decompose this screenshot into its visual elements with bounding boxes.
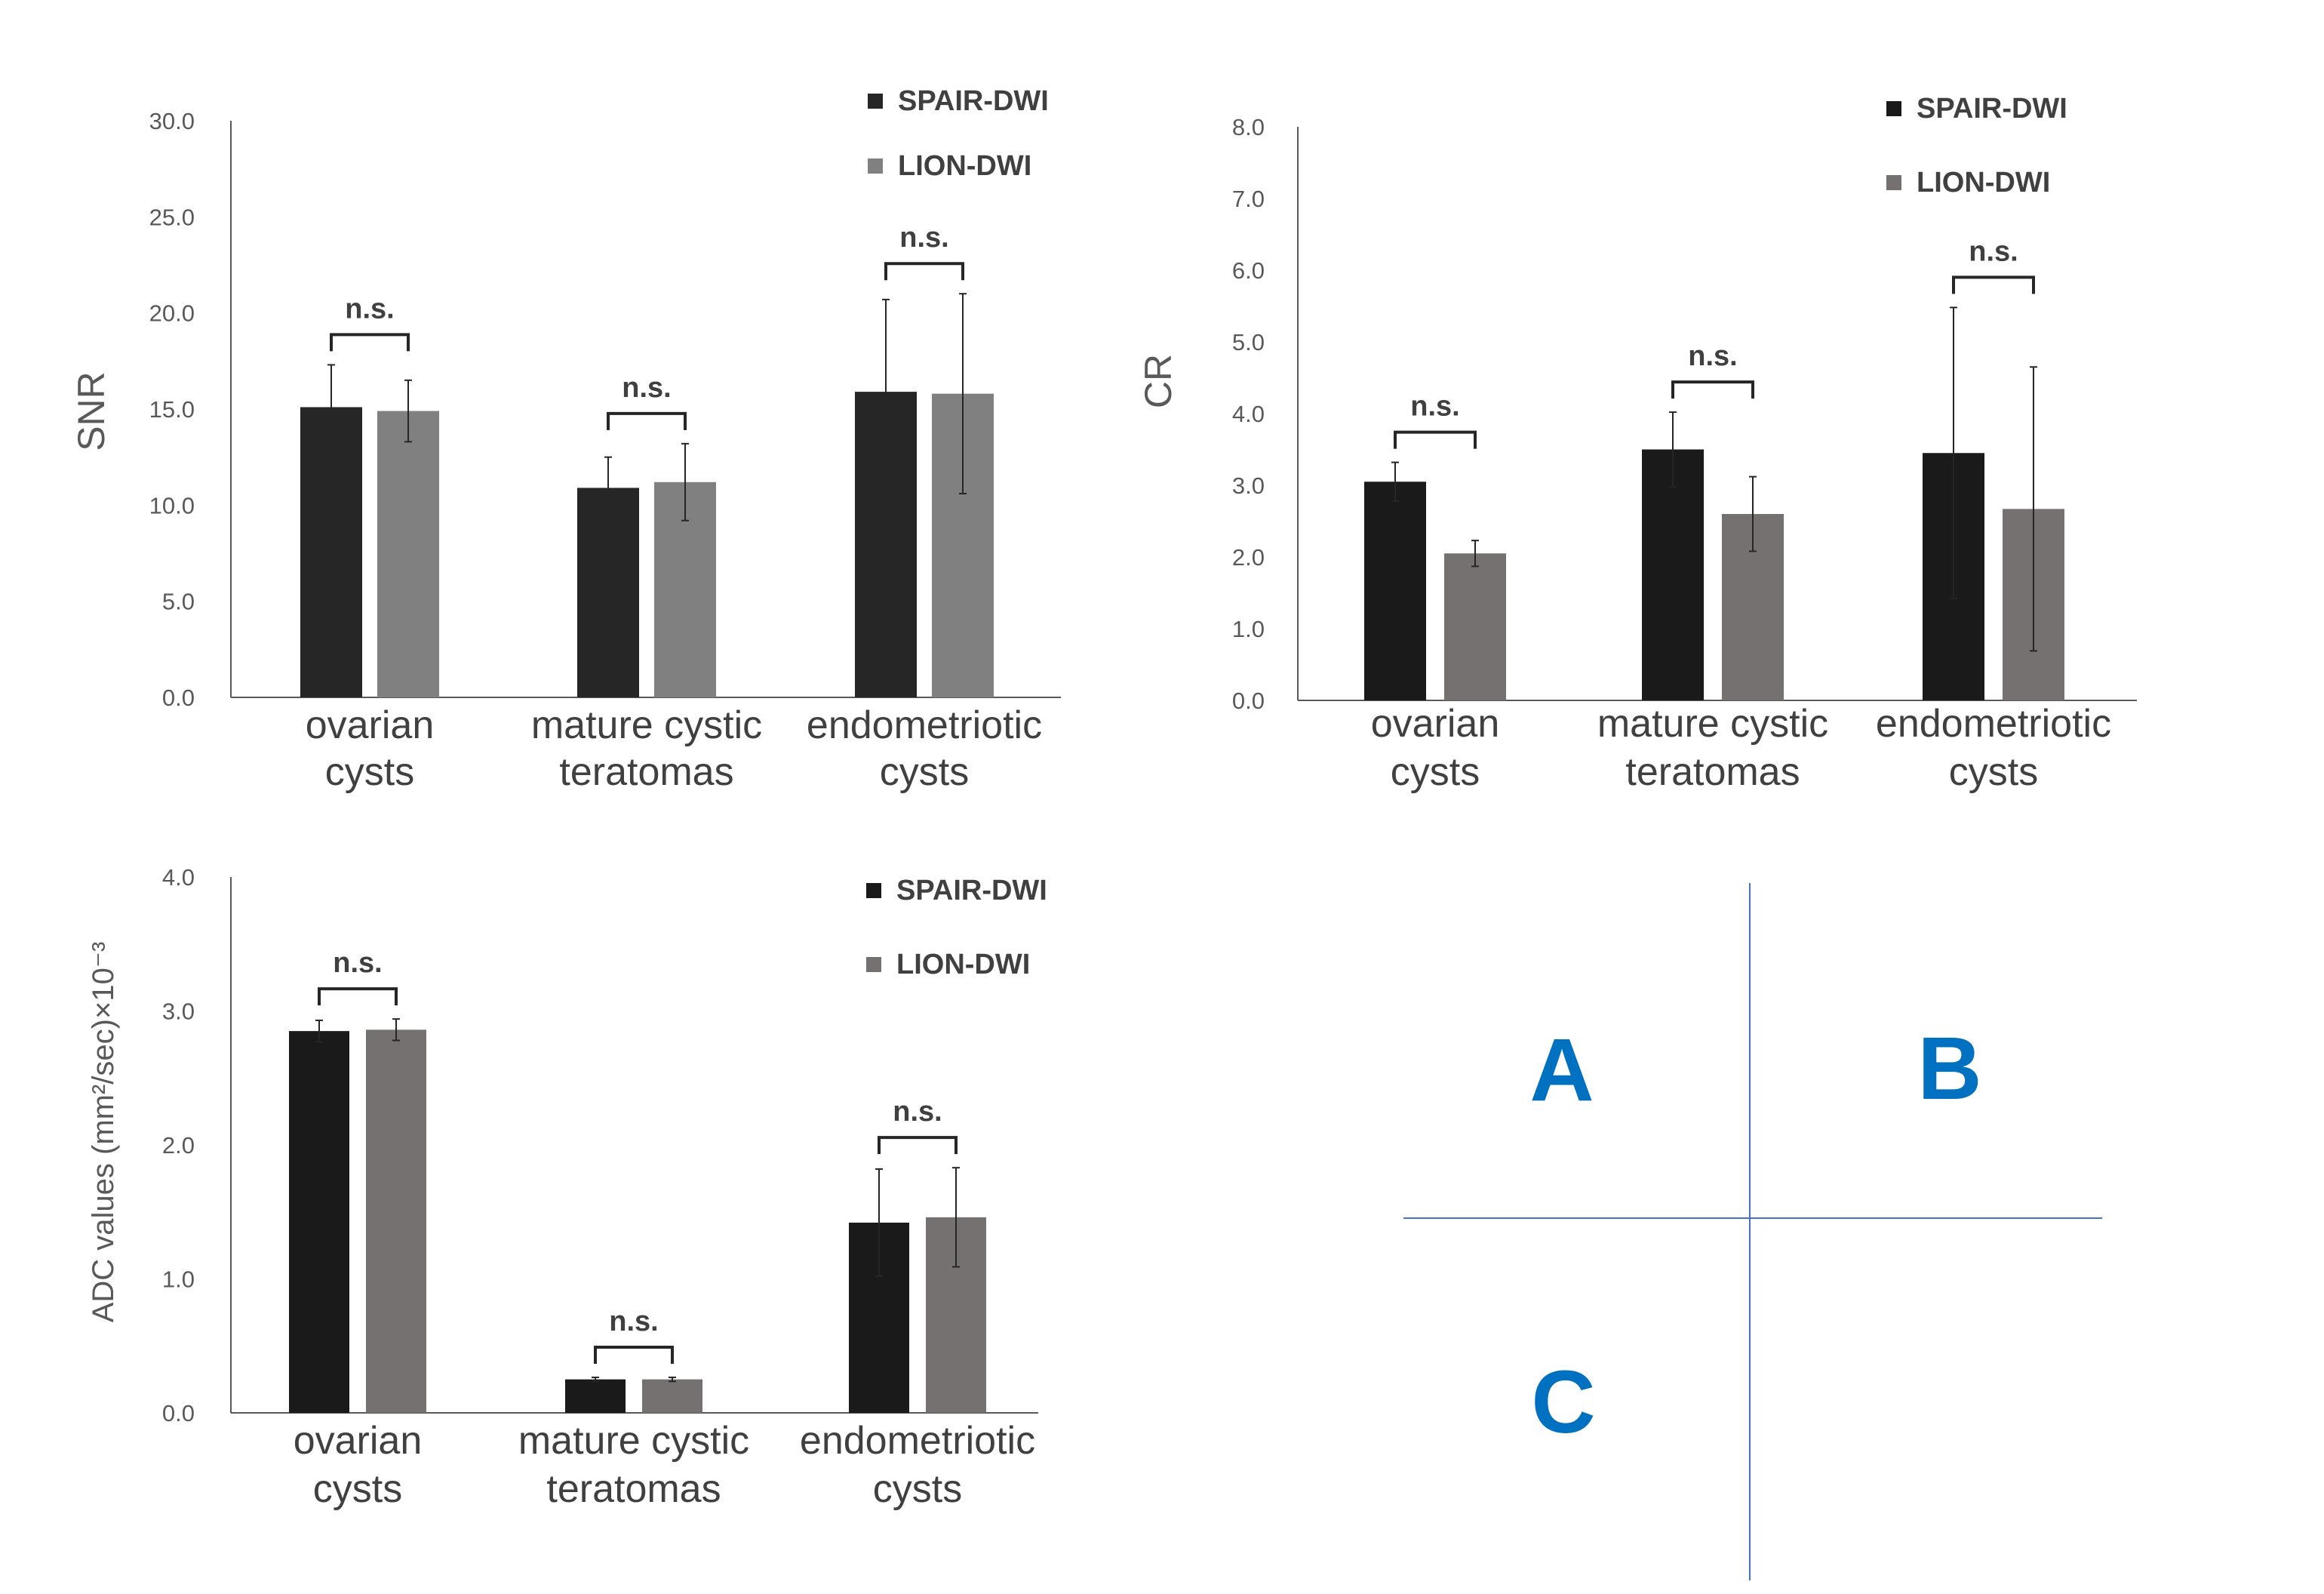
legend-label-lion-dwi: LION-DWI: [896, 949, 1030, 980]
x-category-label: cysts: [313, 1467, 402, 1511]
significance-label: n.s.: [622, 372, 671, 404]
key-letter-b: B: [1917, 1019, 1981, 1119]
y-tick-label: 5.0: [162, 589, 195, 615]
key-letter-a: A: [1529, 1020, 1594, 1120]
legend-label-lion-dwi: LION-DWI: [1917, 167, 2050, 198]
legend-swatch-lion-dwi: [868, 158, 883, 174]
y-tick-label: 30.0: [149, 108, 195, 134]
significance-label: n.s.: [1410, 391, 1459, 423]
y-tick-label: 20.0: [149, 300, 195, 327]
y-axis-title: CR: [1137, 354, 1179, 408]
x-category-label: endometriotic: [800, 1419, 1035, 1463]
bar-lion-dwi-0: [377, 411, 439, 697]
bar-spair-dwi-1: [577, 488, 639, 697]
legend-swatch-lion-dwi: [866, 957, 881, 972]
significance-label: n.s.: [893, 1096, 942, 1128]
y-tick-label: 10.0: [149, 492, 195, 519]
x-category-label: teratomas: [1625, 750, 1800, 794]
legend-label-spair-dwi: SPAIR-DWI: [898, 85, 1049, 117]
y-axis-title: ADC values (mm²/sec)×10⁻³: [87, 942, 120, 1323]
significance-bracket: [594, 1345, 674, 1364]
panel-key: A B C: [1403, 883, 2102, 1580]
y-tick-label: 1.0: [162, 1266, 195, 1293]
x-category-label: teratomas: [546, 1467, 721, 1511]
chart-panel-a: 0.0 5.0 10.0 15.0 20.0 25.0 30.0 SNR n.s. ovarian…: [70, 85, 1061, 794]
significance-label: n.s.: [899, 222, 948, 254]
bar-lion-dwi-0: [366, 1029, 426, 1413]
y-tick-label: 8.0: [1232, 114, 1265, 140]
y-tick-label: 7.0: [1232, 186, 1265, 212]
y-tick-label: 3.0: [1232, 472, 1265, 499]
legend-swatch-spair-dwi: [868, 94, 883, 109]
y-axis-title: SNR: [70, 371, 112, 451]
significance-bracket: [318, 987, 398, 1006]
y-tick-label: 0.0: [1232, 688, 1265, 714]
x-category-label: mature cystic: [1597, 702, 1828, 746]
legend-swatch-lion-dwi: [1886, 175, 1901, 190]
legend-swatch-spair-dwi: [1886, 101, 1901, 116]
x-category-label: ovarian: [1371, 702, 1500, 746]
significance-bracket: [1671, 380, 1754, 399]
significance-bracket: [1394, 430, 1477, 449]
y-tick-label: 25.0: [149, 204, 195, 230]
legend-swatch-spair-dwi: [866, 883, 881, 898]
key-letter-c: C: [1531, 1352, 1595, 1452]
x-category-label: cysts: [1949, 750, 2038, 794]
bar-spair-dwi-0: [289, 1031, 349, 1413]
bar-spair-dwi-0: [1364, 482, 1426, 700]
significance-label: n.s.: [1969, 235, 2018, 267]
x-category-label: cysts: [325, 750, 414, 794]
bar-lion-dwi-1: [642, 1379, 702, 1413]
x-category-label: mature cystic: [531, 703, 762, 747]
x-category-label: endometriotic: [1876, 702, 2111, 746]
significance-label: n.s.: [333, 947, 382, 979]
legend-label-spair-dwi: SPAIR-DWI: [896, 875, 1047, 906]
x-category-label: ovarian: [294, 1419, 423, 1463]
legend-label-lion-dwi: LION-DWI: [898, 150, 1031, 182]
x-category-label: cysts: [880, 750, 969, 794]
y-tick-label: 2.0: [162, 1132, 195, 1159]
x-category-label: endometriotic: [807, 703, 1042, 747]
y-tick-label: 3.0: [162, 999, 195, 1025]
y-tick-label: 4.0: [1232, 401, 1265, 427]
bar-spair-dwi-0: [300, 407, 362, 697]
y-tick-label: 5.0: [1232, 329, 1265, 355]
y-tick-label: 2.0: [1232, 544, 1265, 571]
bar-spair-dwi-1: [565, 1379, 626, 1413]
chart-panel-b: 0.0 1.0 2.0 3.0 4.0 5.0 6.0 7.0 8.0 CR n.s. ovarian…: [1137, 93, 2137, 794]
significance-label: n.s.: [609, 1306, 658, 1337]
legend-label-spair-dwi: SPAIR-DWI: [1917, 93, 2067, 125]
chart-panel-c: 0.0 1.0 2.0 3.0 4.0 ADC values (mm²/sec)×10⁻³…: [87, 864, 1047, 1511]
bar-lion-dwi-0: [1444, 553, 1506, 700]
x-category-label: teratomas: [559, 750, 733, 794]
significance-label: n.s.: [1688, 340, 1737, 372]
x-category-label: cysts: [1391, 750, 1480, 794]
significance-label: n.s.: [345, 293, 394, 325]
x-category-label: ovarian: [306, 703, 435, 747]
y-tick-label: 15.0: [149, 396, 195, 423]
y-tick-label: 1.0: [1232, 616, 1265, 642]
x-category-label: mature cystic: [518, 1419, 749, 1463]
y-tick-label: 0.0: [162, 1400, 195, 1426]
significance-bracket: [607, 411, 687, 430]
significance-bracket: [878, 1136, 958, 1155]
significance-bracket: [884, 262, 964, 281]
y-tick-label: 6.0: [1232, 257, 1265, 284]
y-tick-label: 0.0: [162, 685, 195, 711]
significance-bracket: [1952, 275, 2035, 294]
y-tick-label: 4.0: [162, 864, 195, 891]
significance-bracket: [330, 333, 410, 352]
bar-spair-dwi-1: [1642, 449, 1704, 700]
x-category-label: cysts: [873, 1467, 962, 1511]
